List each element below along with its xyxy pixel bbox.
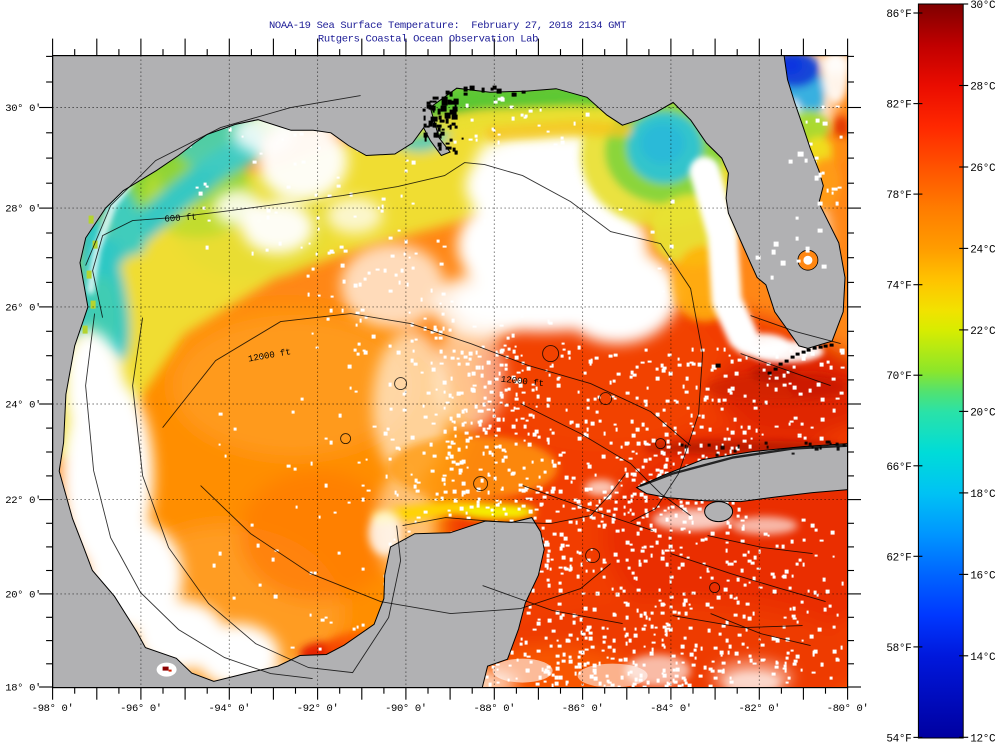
svg-text:20° 0': 20° 0' <box>5 589 41 601</box>
svg-text:-84° 0': -84° 0' <box>650 703 692 715</box>
svg-text:-92° 0': -92° 0' <box>297 703 339 715</box>
svg-text:58°F: 58°F <box>886 643 911 655</box>
svg-text:Rutgers Coastal Ocean Observat: Rutgers Coastal Ocean Observation Lab <box>318 34 538 46</box>
svg-text:12°C: 12°C <box>970 733 996 745</box>
svg-text:30°C: 30°C <box>970 0 996 12</box>
svg-text:54°F: 54°F <box>886 733 911 745</box>
svg-text:82°F: 82°F <box>886 100 911 112</box>
svg-text:26° 0': 26° 0' <box>5 302 41 314</box>
svg-text:30° 0': 30° 0' <box>5 103 41 115</box>
svg-text:12000 ft: 12000 ft <box>500 375 544 389</box>
svg-text:600 ft: 600 ft <box>164 212 197 224</box>
svg-text:86°F: 86°F <box>886 9 911 21</box>
svg-text:NOAA-19 Sea Surface Temperatur: NOAA-19 Sea Surface Temperature: Februar… <box>269 20 626 32</box>
svg-text:70°F: 70°F <box>886 371 911 383</box>
svg-text:22° 0': 22° 0' <box>5 495 41 507</box>
svg-text:28° 0': 28° 0' <box>5 204 41 216</box>
svg-text:18° 0': 18° 0' <box>5 683 41 695</box>
svg-text:26°C: 26°C <box>970 163 996 175</box>
svg-text:18°C: 18°C <box>970 489 996 501</box>
svg-text:20°C: 20°C <box>970 407 996 419</box>
svg-text:-88° 0': -88° 0' <box>473 703 515 715</box>
svg-text:74°F: 74°F <box>886 281 911 293</box>
svg-text:24°C: 24°C <box>970 244 996 256</box>
svg-text:-94° 0': -94° 0' <box>208 703 250 715</box>
svg-text:24° 0': 24° 0' <box>5 400 41 412</box>
svg-text:16°C: 16°C <box>970 570 996 582</box>
svg-text:66°F: 66°F <box>886 462 911 474</box>
svg-text:-80° 0': -80° 0' <box>827 703 869 715</box>
svg-text:-90° 0': -90° 0' <box>385 703 427 715</box>
svg-text:28°C: 28°C <box>970 82 996 94</box>
svg-text:-96° 0': -96° 0' <box>120 703 162 715</box>
svg-text:14°C: 14°C <box>970 652 996 664</box>
svg-text:-82° 0': -82° 0' <box>738 703 780 715</box>
svg-text:-98° 0': -98° 0' <box>32 703 74 715</box>
svg-text:62°F: 62°F <box>886 552 911 564</box>
svg-text:-86° 0': -86° 0' <box>562 703 604 715</box>
svg-text:22°C: 22°C <box>970 326 996 338</box>
svg-text:78°F: 78°F <box>886 190 911 202</box>
